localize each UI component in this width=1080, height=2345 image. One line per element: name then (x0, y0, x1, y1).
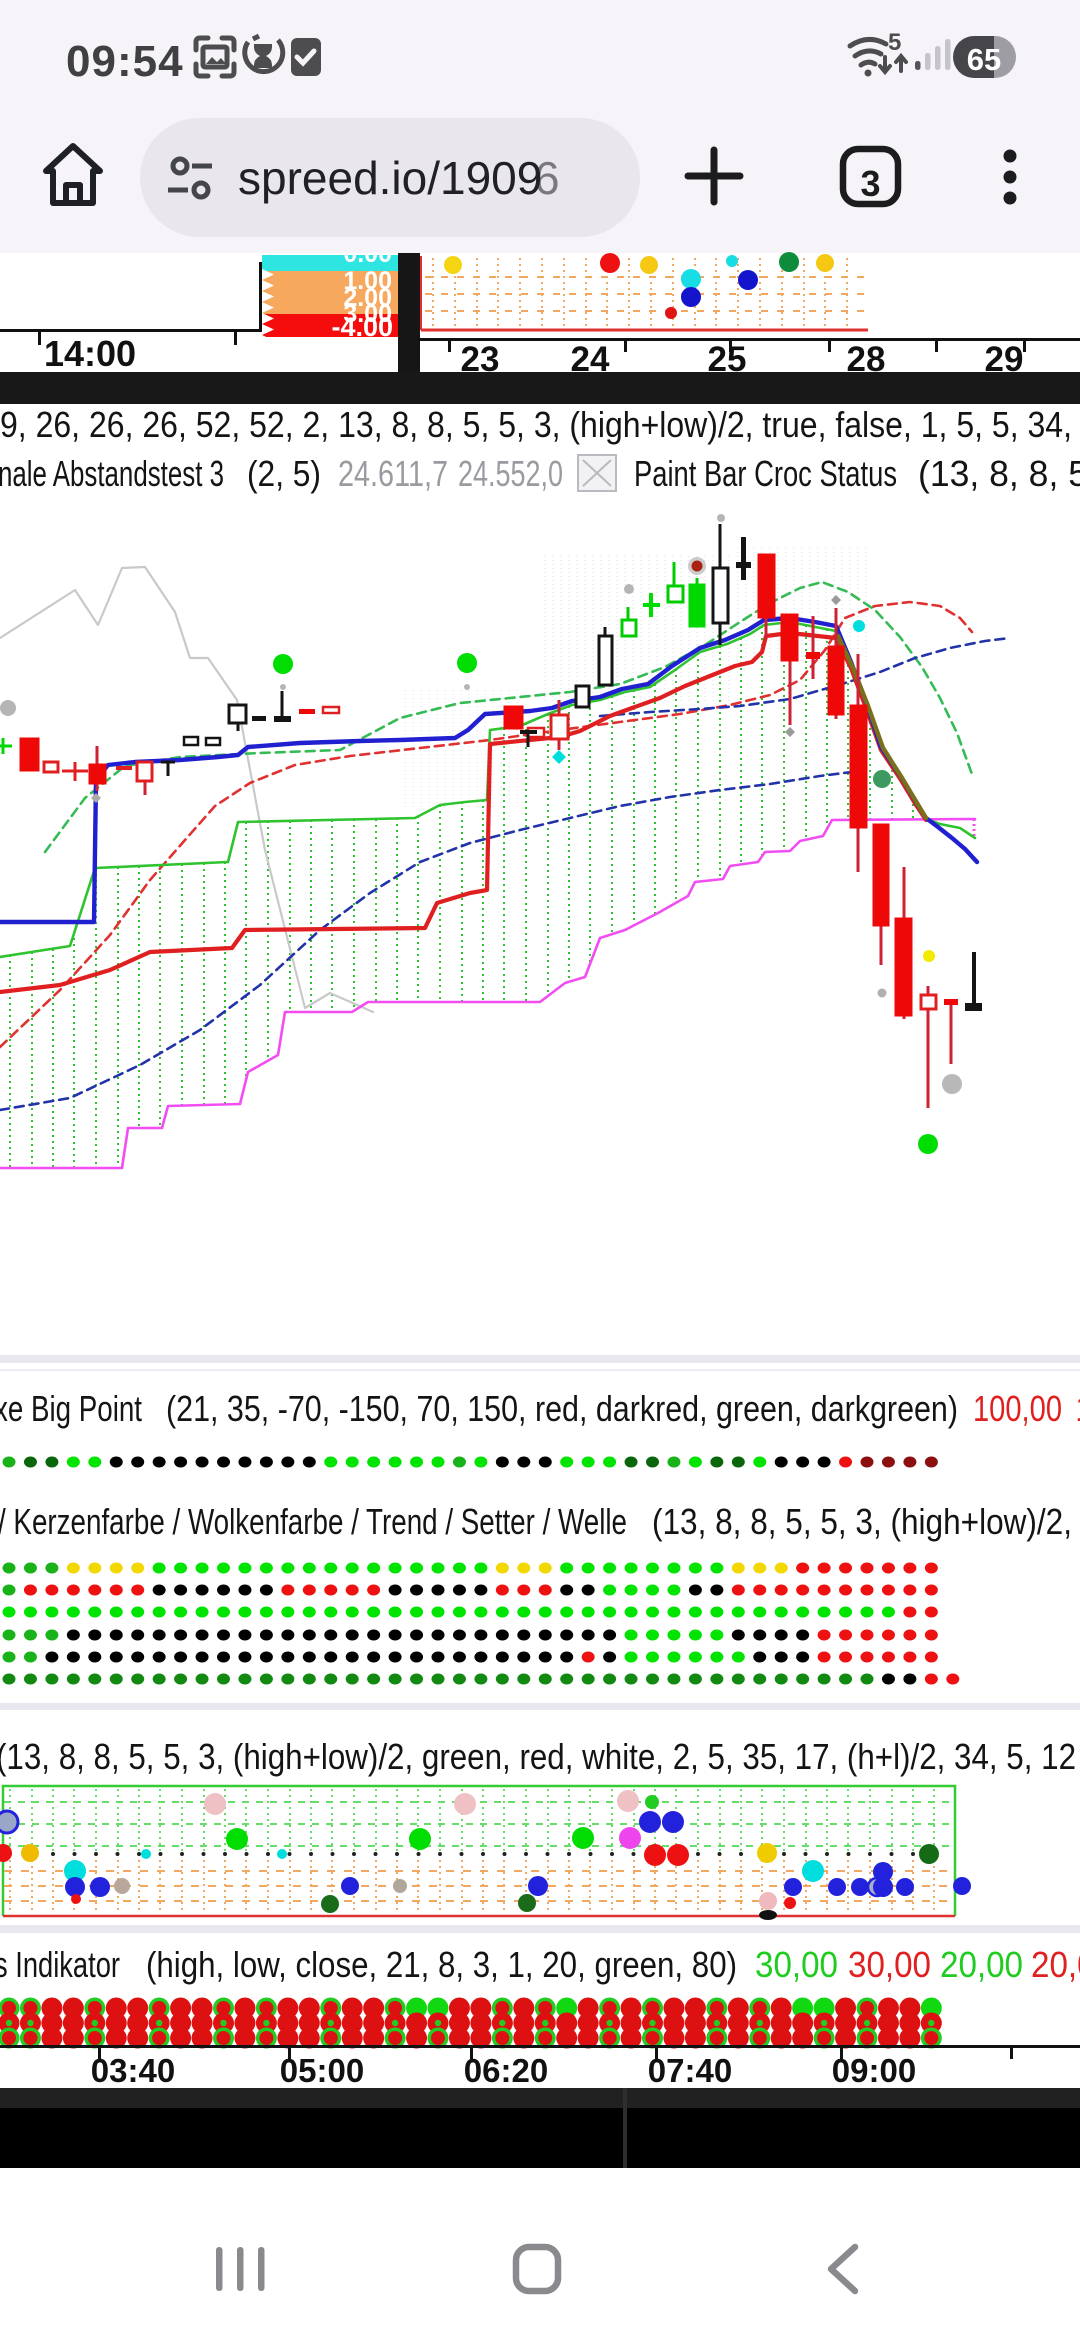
svg-text:100,00: 100,00 (973, 1388, 1062, 1429)
svg-text:09:54: 09:54 (66, 37, 184, 86)
svg-text:24.552,0: 24.552,0 (458, 453, 563, 494)
svg-text:1.00: 1.00 (343, 267, 392, 295)
svg-text:spreed.io/1909: spreed.io/1909 (238, 152, 542, 204)
svg-text:6: 6 (534, 152, 560, 204)
svg-text:20,00: 20,00 (1031, 1944, 1080, 1985)
svg-text:65: 65 (967, 42, 1001, 77)
svg-text:s Indikator: s Indikator (0, 1944, 120, 1985)
svg-text:3: 3 (860, 163, 880, 204)
svg-text:24.611,7: 24.611,7 (338, 453, 448, 494)
svg-text:xe Big Point: xe Big Point (0, 1388, 142, 1429)
svg-text:30,00: 30,00 (848, 1944, 931, 1985)
svg-text:nale Abstandstest 3: nale Abstandstest 3 (0, 453, 224, 494)
svg-text:2.00: 2.00 (343, 284, 392, 312)
svg-text:Paint Bar Croc Status: Paint Bar Croc Status (634, 453, 897, 494)
svg-text:07:40: 07:40 (648, 2052, 732, 2089)
svg-text:0.00: 0.00 (343, 240, 392, 268)
svg-text:(2, 5): (2, 5) (247, 453, 321, 494)
svg-text:(13, 8, 8, 5, 5, 3, (high+low): (13, 8, 8, 5, 5, 3, (high+low)/2, (652, 1501, 1072, 1542)
svg-text:-4.00: -4.00 (331, 312, 393, 342)
svg-text:/ Kerzenfarbe / Wolkenfarbe /: / Kerzenfarbe / Wolkenfarbe / Trend / Se… (0, 1501, 627, 1542)
svg-text:(high, low, close, 21, 8, 3, 1: (high, low, close, 21, 8, 3, 1, 20, gree… (146, 1944, 737, 1985)
svg-text:30,00: 30,00 (755, 1944, 838, 1985)
svg-text:5: 5 (888, 29, 901, 56)
svg-text:14:00: 14:00 (44, 333, 136, 374)
svg-text:(21, 35, -70, -150, 70, 150, r: (21, 35, -70, -150, 70, 150, red, darkre… (166, 1388, 958, 1429)
svg-text:1: 1 (1075, 1388, 1080, 1429)
svg-text:09:00: 09:00 (832, 2052, 916, 2089)
svg-text:3.00: 3.00 (343, 300, 392, 328)
svg-text:05:00: 05:00 (280, 2052, 364, 2089)
svg-text:06:20: 06:20 (464, 2052, 548, 2089)
svg-text:20,00: 20,00 (940, 1944, 1023, 1985)
svg-text:(13, 8, 8, 5: (13, 8, 8, 5 (918, 453, 1080, 494)
svg-text:9, 26, 26, 26, 52, 52, 2, 13,: 9, 26, 26, 26, 52, 52, 2, 13, 8, 8, 5, 5… (0, 404, 1072, 445)
svg-text:03:40: 03:40 (91, 2052, 175, 2089)
svg-text:(13, 8, 8, 5, 5, 3, (high+low): (13, 8, 8, 5, 5, 3, (high+low)/2, green,… (0, 1736, 1076, 1777)
